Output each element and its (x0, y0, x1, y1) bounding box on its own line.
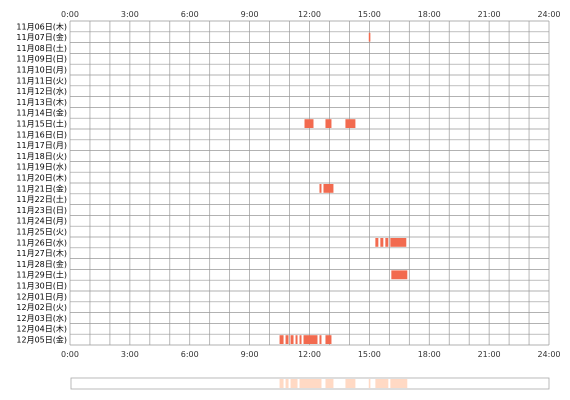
activity-bar (390, 238, 407, 247)
day-label: 11月20日(木) (16, 173, 67, 183)
summary-span (285, 379, 289, 388)
summary-span (345, 379, 356, 388)
day-label: 12月05日(金) (16, 335, 67, 345)
day-label: 12月03日(水) (16, 313, 67, 323)
day-label: 11月30日(日) (16, 282, 67, 291)
day-label: 11月15日(土) (16, 119, 67, 129)
day-label: 11月08日(土) (16, 43, 67, 53)
day-labels: 11月06日(木)11月07日(金)11月08日(土) 11月09日(日) 11月1… (16, 21, 67, 344)
activity-bar (319, 184, 322, 193)
day-label: 12月02日(火) (16, 303, 67, 312)
x-tick-label-top: 12:00 (298, 10, 321, 19)
activity-bar (290, 335, 294, 344)
summary-span (325, 379, 334, 388)
activity-bar (279, 335, 284, 344)
day-label: 11月29日(土) (16, 270, 67, 280)
day-label: 11月11日(火) (16, 76, 67, 85)
day-label: 11月13日(木) (16, 97, 67, 107)
x-tick-label-bottom: 21:00 (478, 350, 501, 359)
day-label: 11月09日(日) (16, 55, 67, 64)
activity-bar (319, 335, 322, 344)
x-tick-label-top: 15:00 (358, 10, 381, 19)
day-label: 12月04日(木) (16, 324, 67, 334)
activity-bar (345, 119, 356, 128)
grid (69, 20, 550, 346)
day-label: 11月21日(金) (16, 183, 67, 193)
x-tick-label-bottom: 12:00 (298, 350, 321, 359)
summary-span (390, 379, 408, 388)
day-label: 11月10日(月) (16, 66, 67, 75)
summary-span (279, 379, 284, 388)
summary-span (368, 379, 371, 388)
activity-bar (285, 335, 289, 344)
day-label: 11月18日(火) (16, 152, 67, 161)
x-tick-label-bottom: 18:00 (418, 350, 441, 359)
x-tick-label-bottom: 9:00 (241, 350, 259, 359)
activity-bar (375, 238, 379, 247)
x-tick-label-top: 24:00 (537, 10, 560, 19)
summary-span (299, 379, 322, 388)
day-label: 11月22日(土) (16, 194, 67, 204)
day-label: 11月06日(木) (16, 21, 67, 31)
summary-span (375, 379, 389, 388)
activity-bar (325, 335, 332, 344)
activity-bar (295, 335, 298, 344)
x-tick-label-top: 0:00 (61, 10, 79, 19)
day-label: 11月07日(金) (16, 32, 67, 42)
x-tick-label-top: 3:00 (121, 10, 139, 19)
day-label: 11月26日(水) (16, 237, 67, 247)
day-label: 11月23日(日) (16, 206, 67, 215)
activity-bar (299, 335, 302, 344)
x-tick-label-bottom: 15:00 (358, 350, 381, 359)
bottom-axis: 0:00 3:00 6:00 9:00 12:00 15:00 18:00 21:00 24:0… (61, 350, 561, 359)
day-label: 11月14日(金) (16, 108, 67, 118)
day-label: 11月19日(水) (16, 162, 67, 172)
day-label: 12月01日(月) (16, 292, 67, 301)
activity-bar (385, 238, 389, 247)
activity-bar (304, 119, 314, 128)
activity-bar (368, 32, 371, 42)
activity-bar (391, 270, 408, 280)
day-label: 11月27日(木) (16, 248, 67, 258)
x-tick-label-bottom: 0:00 (61, 350, 79, 359)
x-tick-label-top: 18:00 (418, 10, 441, 19)
day-label: 11月12日(水) (16, 86, 67, 96)
summary-span (290, 379, 298, 388)
day-label: 11月28日(金) (16, 259, 67, 269)
x-tick-label-bottom: 24:00 (537, 350, 560, 359)
day-label: 11月16日(日) (16, 130, 67, 139)
top-axis: 0:00 3:00 6:00 9:00 12:00 15:00 18:00 21:00 24:0… (61, 10, 561, 19)
x-tick-label-top: 21:00 (478, 10, 501, 19)
summary-bar (70, 377, 550, 390)
activity-bar (323, 184, 334, 193)
activity-bar (303, 335, 318, 344)
day-label: 11月24日(月) (16, 217, 67, 226)
day-label: 11月25日(火) (16, 228, 67, 237)
x-tick-label-top: 6:00 (181, 10, 199, 19)
day-label: 11月17日(月) (16, 141, 67, 150)
activity-bars (279, 32, 408, 344)
activity-bar (325, 119, 332, 128)
x-tick-label-bottom: 3:00 (121, 350, 139, 359)
x-tick-label-bottom: 6:00 (181, 350, 199, 359)
x-tick-label-top: 9:00 (241, 10, 259, 19)
activity-bar (380, 238, 384, 247)
